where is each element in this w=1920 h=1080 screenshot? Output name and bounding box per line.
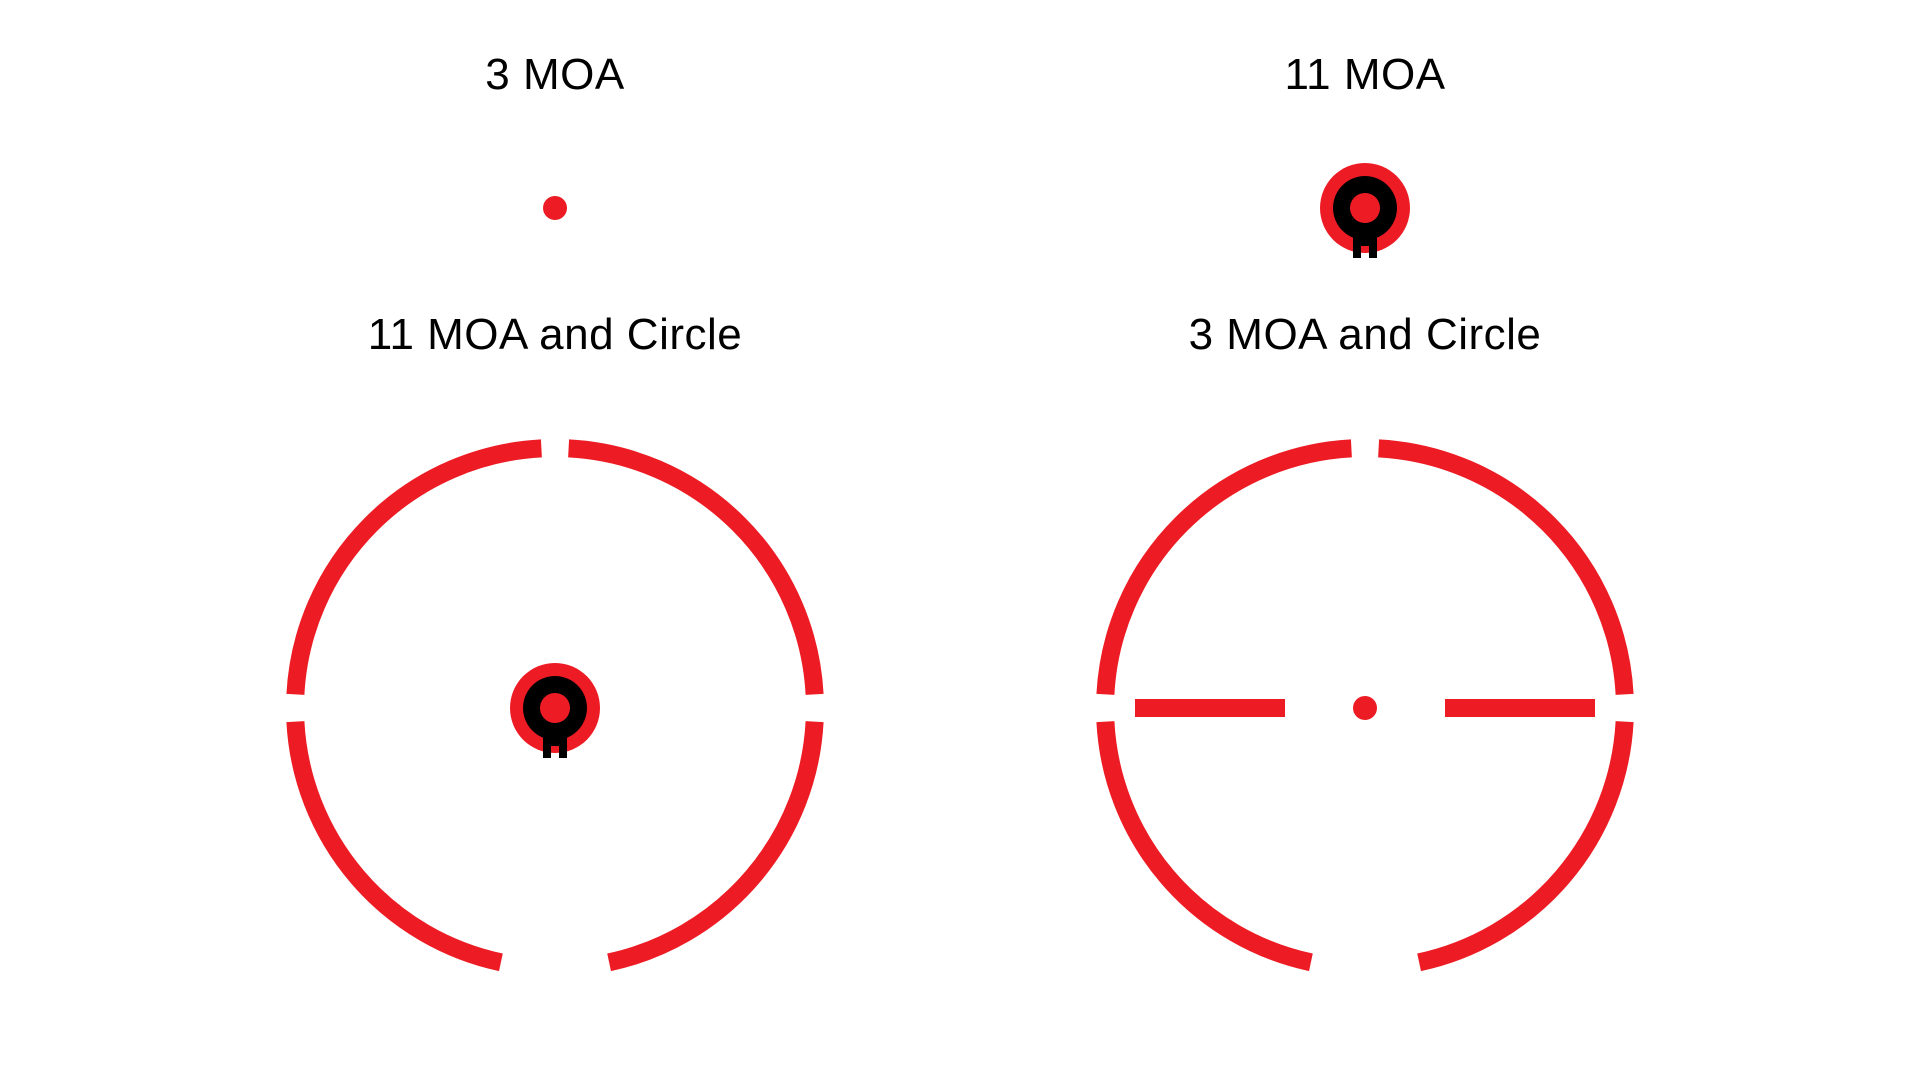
svg-11moa xyxy=(1285,128,1445,288)
svg-3moa-circle xyxy=(1055,398,1675,1018)
center-dot-3moa xyxy=(1353,696,1377,720)
label-11moa: 11 MOA xyxy=(1284,50,1445,100)
label-3moa-circle: 3 MOA and Circle xyxy=(1189,310,1542,360)
panel-11moa: 11 MOA xyxy=(990,50,1740,300)
panel-3moa: 3 MOA xyxy=(180,50,930,300)
label-3moa: 3 MOA xyxy=(485,50,624,100)
panel-11moa-circle: 11 MOA and Circle xyxy=(180,310,930,1040)
center-11moa xyxy=(510,663,600,758)
reticle-3moa-circle xyxy=(1055,388,1675,1028)
reticle-11moa-circle xyxy=(245,388,865,1028)
svg-11moa-circle xyxy=(245,398,865,1018)
label-11moa-circle: 11 MOA and Circle xyxy=(368,310,743,360)
svg-3moa xyxy=(475,128,635,288)
panel-3moa-circle: 3 MOA and Circle xyxy=(990,310,1740,1040)
center-inner-dot xyxy=(541,694,569,722)
crosshair-left xyxy=(1135,699,1285,717)
reticle-3moa xyxy=(475,128,635,288)
crosshair-right xyxy=(1445,699,1595,717)
inner-dot-11moa xyxy=(1351,194,1379,222)
reticle-11moa xyxy=(1285,128,1445,288)
dot-3moa xyxy=(543,196,567,220)
reticle-grid: 3 MOA 11 MOA 11 MOA xyxy=(0,0,1920,1080)
